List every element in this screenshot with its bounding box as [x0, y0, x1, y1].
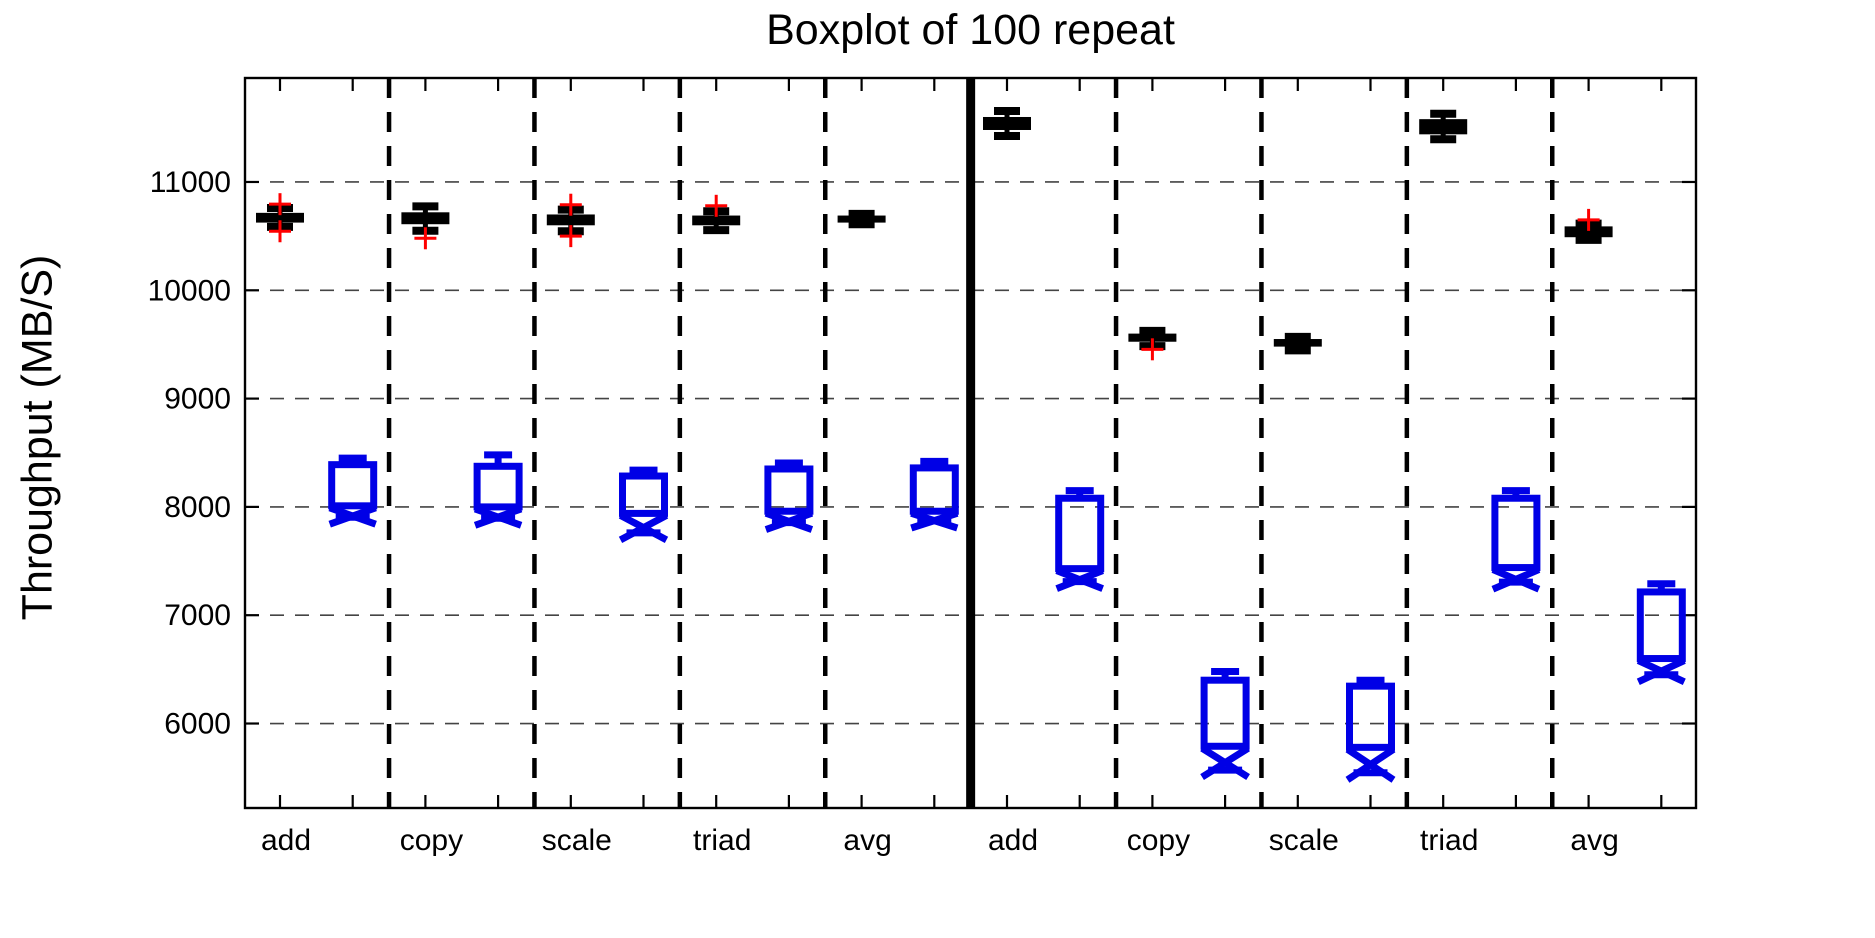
boxplot-left-avg-black — [837, 209, 886, 229]
box — [619, 472, 668, 517]
box — [546, 214, 595, 226]
box — [1273, 339, 1322, 347]
x-tick-label-left-triad: triad — [693, 824, 751, 857]
boxplot-right-scale-black — [1273, 332, 1322, 355]
x-tick-label-left-scale: scale — [542, 824, 612, 857]
x-tick-label-left-copy: copy — [400, 824, 463, 857]
box — [328, 461, 378, 510]
boxplot-right-avg-black — [1564, 208, 1613, 244]
boxplot-left-add-blue — [328, 454, 378, 528]
boxplot-left-triad-blue — [764, 459, 814, 533]
boxplot-right-scale-blue — [1345, 676, 1396, 783]
x-tick-label-right-copy: copy — [1127, 824, 1190, 857]
boxplot-right-triad-blue — [1491, 487, 1541, 593]
box — [1200, 676, 1250, 750]
box — [1491, 494, 1541, 572]
x-tick-label-right-add: add — [988, 824, 1038, 857]
x-tick-label-left-add: add — [261, 824, 311, 857]
y-tick-label-6000: 6000 — [164, 708, 231, 741]
x-tick-label-right-triad: triad — [1420, 824, 1478, 857]
y-tick-label-11000: 11000 — [150, 166, 231, 199]
box — [473, 462, 523, 511]
boxplot-right-add-black — [983, 107, 1031, 140]
y-axis-label: Throughput (MB/S) — [13, 254, 62, 621]
boxplot-left-scale-black — [546, 193, 595, 248]
box — [692, 215, 741, 226]
box — [1128, 333, 1177, 342]
y-tick-label-9000: 9000 — [164, 383, 231, 416]
boxplot-right-add-blue — [1055, 487, 1105, 592]
box — [983, 116, 1031, 130]
box — [1346, 682, 1395, 751]
y-tick-label-8000: 8000 — [164, 491, 231, 524]
boxplot-left-avg-blue — [909, 457, 959, 532]
boxplot-right-copy-blue — [1200, 668, 1250, 781]
y-tick-label-7000: 7000 — [164, 599, 231, 632]
x-tick-label-left-avg: avg — [843, 824, 891, 857]
box — [1419, 119, 1468, 135]
boxplot-left-scale-blue — [618, 466, 669, 543]
y-tick-label-10000: 10000 — [148, 274, 231, 307]
box — [401, 212, 450, 225]
box — [1636, 588, 1686, 663]
boxplot-left-add-black — [256, 193, 304, 243]
boxplot-left-triad-black — [692, 194, 741, 235]
box — [764, 465, 814, 515]
box — [909, 464, 959, 515]
boxplot-left-copy-black — [401, 202, 450, 250]
box — [837, 215, 886, 223]
plot-border — [243, 76, 1698, 810]
box — [256, 212, 304, 223]
boxplot-right-triad-black — [1419, 109, 1468, 144]
x-tick-label-right-avg: avg — [1570, 824, 1618, 857]
chart-title: Boxplot of 100 repeat — [766, 6, 1175, 54]
box — [1055, 494, 1105, 573]
x-tick-label-right-scale: scale — [1269, 824, 1339, 857]
boxplot-right-copy-black — [1128, 326, 1177, 361]
boxplot-left-copy-blue — [473, 451, 523, 529]
boxplot-right-avg-blue — [1636, 580, 1686, 685]
box — [1564, 226, 1613, 238]
